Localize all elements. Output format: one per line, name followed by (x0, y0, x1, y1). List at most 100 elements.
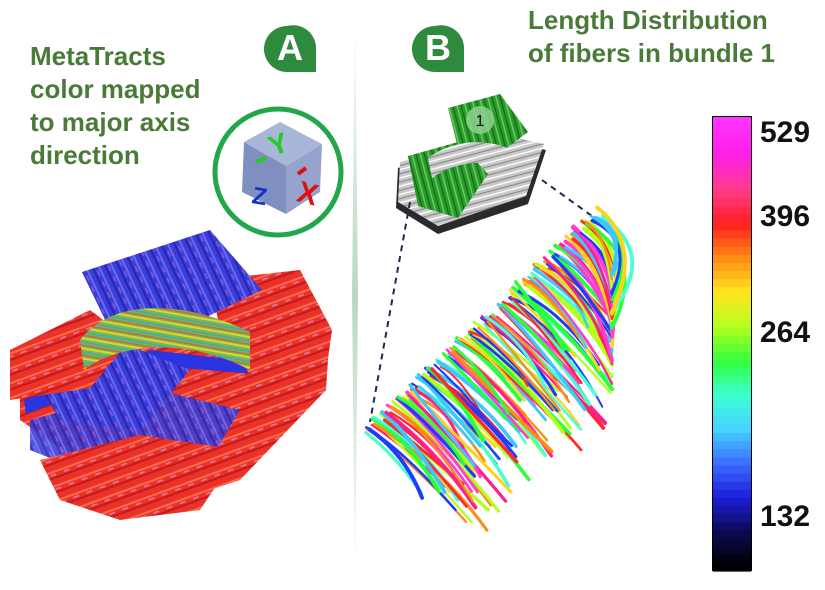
colorbar-band (713, 546, 751, 556)
colorbar-tick-label: 264 (760, 316, 811, 349)
colorbar-band (713, 141, 751, 151)
colorbar-tick-label: 132 (760, 500, 811, 533)
colorbar-band (713, 425, 751, 434)
colorbar-band (713, 125, 751, 134)
colorbar-band (713, 279, 751, 288)
fiber-strand (433, 363, 511, 452)
colorbar-tick-label: 396 (760, 200, 811, 233)
colorbar-band (713, 514, 751, 523)
fiber-strand (445, 348, 530, 440)
colorbar-band (713, 173, 751, 183)
panel-a-badge: A (262, 24, 318, 74)
fiber-strand (590, 218, 623, 295)
fiber-strand (469, 333, 555, 412)
fiber-length-render (364, 205, 634, 532)
colorbar-band (713, 311, 751, 321)
fiber-strand (380, 410, 447, 495)
colorbar-band (713, 189, 751, 199)
fiber-strand (454, 340, 547, 422)
fiber-strand (457, 337, 526, 402)
panel-b-badge: B (410, 24, 466, 74)
colorbar-band (713, 522, 751, 532)
colorbar-band (713, 416, 751, 426)
colorbar-band (713, 157, 751, 167)
colorbar-band (713, 246, 751, 256)
colorbar-band (713, 506, 751, 515)
colorbar-band (713, 481, 751, 491)
panel-divider (352, 0, 358, 590)
colorbar-band (713, 368, 751, 378)
colorbar-band (713, 117, 751, 126)
colorbar-band (713, 271, 751, 280)
panel-b-title-line: Length Distribution (528, 5, 768, 35)
colorbar-band (713, 319, 751, 329)
fiber-strand (393, 407, 475, 503)
fiber-strand (408, 383, 476, 468)
colorbar-band (713, 400, 751, 410)
colorbar-band (713, 303, 751, 313)
fiber-strand (533, 276, 600, 361)
fiber-strand (430, 367, 519, 464)
badge-shape-icon (412, 25, 465, 72)
colorbar-band (713, 327, 751, 337)
colorbar-band (713, 562, 751, 572)
colorbar-band (713, 473, 751, 483)
colorbar-tick-label: 529 (760, 116, 811, 149)
fiber-strand (396, 395, 466, 466)
fiber-strand (545, 263, 613, 340)
colorbar-band (713, 181, 751, 191)
colorbar-band (713, 465, 751, 475)
colorbar-band (713, 408, 751, 418)
colorbar-band (713, 498, 751, 507)
colorbar-band (713, 335, 751, 345)
panel-a-title-line: direction (30, 140, 140, 170)
fiber-strand (384, 410, 478, 510)
fiber-strand (513, 280, 571, 352)
colorbar-band (713, 554, 751, 564)
colorbar-band (713, 287, 751, 296)
colorbar-band (713, 165, 751, 175)
fiber-strand (477, 326, 556, 411)
colorbar-band (713, 457, 751, 467)
length-colorbar (712, 116, 752, 572)
bundle-marker: 1 (476, 113, 485, 130)
colorbar-band (713, 206, 751, 215)
colorbar-band (713, 133, 751, 142)
fiber-strand (531, 276, 614, 367)
fiber-strand (594, 216, 619, 276)
colorbar-band (713, 262, 751, 272)
panel-b-title: Length Distribution of fibers in bundle … (528, 4, 825, 70)
fiber-strand (365, 426, 457, 512)
zoom-guide-lines (369, 179, 593, 423)
colorbar-band (713, 449, 751, 459)
colorbar-band (713, 441, 751, 450)
colorbar-band (713, 384, 751, 394)
colorbar-band (713, 230, 751, 240)
colorbar-band (713, 149, 751, 159)
colorbar-band (713, 198, 751, 207)
fiber-strand (500, 302, 564, 367)
colorbar-band (713, 238, 751, 248)
fiber-strand (416, 373, 482, 448)
panel-a-title: MetaTracts color mapped to major axis di… (30, 40, 240, 172)
colorbar-band (713, 214, 751, 223)
panel-b-title-line: of fibers in bundle 1 (528, 38, 776, 68)
colorbar-band (713, 360, 751, 369)
fiber-strand (418, 385, 474, 445)
fiber-strand (421, 375, 501, 461)
colorbar-band (713, 295, 751, 305)
fiber-strand (370, 416, 441, 494)
woven-composite-render (10, 230, 332, 520)
fiber-strand (452, 345, 510, 415)
panel-b-badge-letter: B (425, 27, 451, 68)
fiber-strand (509, 295, 583, 384)
fiber-strand (467, 332, 572, 436)
colorbar-band (713, 344, 751, 353)
panel-a-title-line: color mapped (30, 74, 201, 104)
fiber-strand (595, 205, 627, 315)
panel-a-title-line: MetaTracts (30, 41, 166, 71)
fiber-strand (441, 352, 507, 420)
colorbar-band (713, 352, 751, 361)
fiber-strand (486, 320, 561, 412)
axis-label-z: Z (250, 182, 269, 211)
